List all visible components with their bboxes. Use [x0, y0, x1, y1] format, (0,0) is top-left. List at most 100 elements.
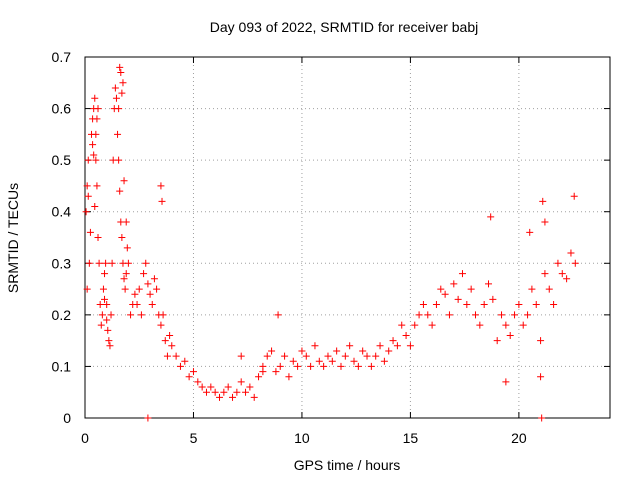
data-point — [140, 270, 148, 278]
y-tick-label: 0.1 — [52, 358, 72, 374]
data-point — [454, 295, 462, 303]
y-axis-label: SRMTID / TECUs — [5, 183, 21, 293]
data-point — [91, 203, 99, 211]
data-point — [307, 362, 315, 370]
data-point — [93, 115, 101, 123]
data-point — [95, 259, 103, 267]
data-point — [524, 311, 532, 319]
y-tick-label: 0 — [63, 410, 71, 426]
data-point — [123, 244, 131, 252]
data-point — [341, 352, 349, 360]
data-point — [161, 337, 169, 345]
y-tick-label: 0.4 — [52, 204, 72, 220]
data-point — [144, 280, 152, 288]
data-point — [298, 347, 306, 355]
data-point — [229, 393, 237, 401]
data-point — [502, 378, 510, 386]
data-point — [172, 352, 180, 360]
data-point — [224, 383, 232, 391]
data-point — [372, 352, 380, 360]
data-point — [148, 301, 156, 309]
data-point — [84, 156, 92, 164]
data-point — [135, 285, 143, 293]
data-point — [570, 192, 578, 200]
data-point — [83, 182, 91, 190]
data-point — [487, 213, 495, 221]
data-point — [85, 259, 93, 267]
data-point — [302, 352, 310, 360]
data-point — [117, 68, 125, 76]
data-point — [211, 388, 219, 396]
data-point — [127, 311, 135, 319]
data-point — [101, 295, 109, 303]
x-tick-label: 20 — [511, 430, 527, 446]
data-point — [189, 368, 197, 376]
data-point — [103, 301, 111, 309]
data-point — [116, 187, 124, 195]
data-point — [96, 301, 104, 309]
data-point — [485, 280, 493, 288]
data-point — [181, 357, 189, 365]
data-point — [411, 321, 419, 329]
data-point — [114, 130, 122, 138]
data-point — [119, 79, 127, 87]
data-point — [216, 393, 224, 401]
data-point — [537, 373, 545, 381]
data-point — [537, 337, 545, 345]
data-point — [237, 378, 245, 386]
data-point — [242, 388, 250, 396]
data-point — [333, 347, 341, 355]
data-points — [82, 63, 579, 422]
data-point — [294, 362, 302, 370]
data-point — [115, 105, 123, 113]
data-point — [120, 177, 128, 185]
data-point — [176, 362, 184, 370]
y-tick-label: 0.6 — [52, 101, 72, 117]
data-point — [541, 218, 549, 226]
data-point — [558, 270, 566, 278]
x-tick-label: 5 — [190, 430, 198, 446]
data-point — [467, 285, 475, 293]
data-point — [550, 301, 558, 309]
x-tick-label: 10 — [294, 430, 310, 446]
data-point — [142, 259, 150, 267]
data-point — [471, 311, 479, 319]
data-point — [458, 270, 466, 278]
data-point — [528, 285, 536, 293]
data-point — [131, 290, 139, 298]
y-tick-label: 0.7 — [52, 49, 72, 65]
data-point — [380, 357, 388, 365]
data-point — [86, 228, 94, 236]
data-point — [237, 352, 245, 360]
data-point — [571, 259, 579, 267]
data-point — [146, 290, 154, 298]
data-point — [120, 275, 128, 283]
data-point — [406, 342, 414, 350]
data-point — [150, 275, 158, 283]
data-point — [118, 89, 126, 97]
data-point — [539, 197, 547, 205]
data-point — [441, 290, 449, 298]
data-point — [354, 362, 362, 370]
data-point — [450, 280, 458, 288]
data-point — [122, 270, 130, 278]
data-point — [259, 368, 267, 376]
data-point — [124, 259, 132, 267]
data-point — [359, 347, 367, 355]
data-point — [515, 301, 523, 309]
data-point — [263, 352, 271, 360]
data-point — [526, 228, 534, 236]
data-point — [133, 301, 141, 309]
data-point — [274, 311, 282, 319]
data-point — [445, 311, 453, 319]
data-point — [97, 321, 105, 329]
plot-frame — [84, 56, 611, 419]
data-point — [101, 270, 109, 278]
data-point — [506, 331, 514, 339]
data-point — [202, 388, 210, 396]
data-point — [92, 130, 100, 138]
data-point — [198, 383, 206, 391]
axis-ticks: 0 5 10 15 20 0 0.1 0.2 0.3 0.4 0.5 0.6 0.7 — [52, 49, 610, 446]
data-point — [233, 388, 241, 396]
